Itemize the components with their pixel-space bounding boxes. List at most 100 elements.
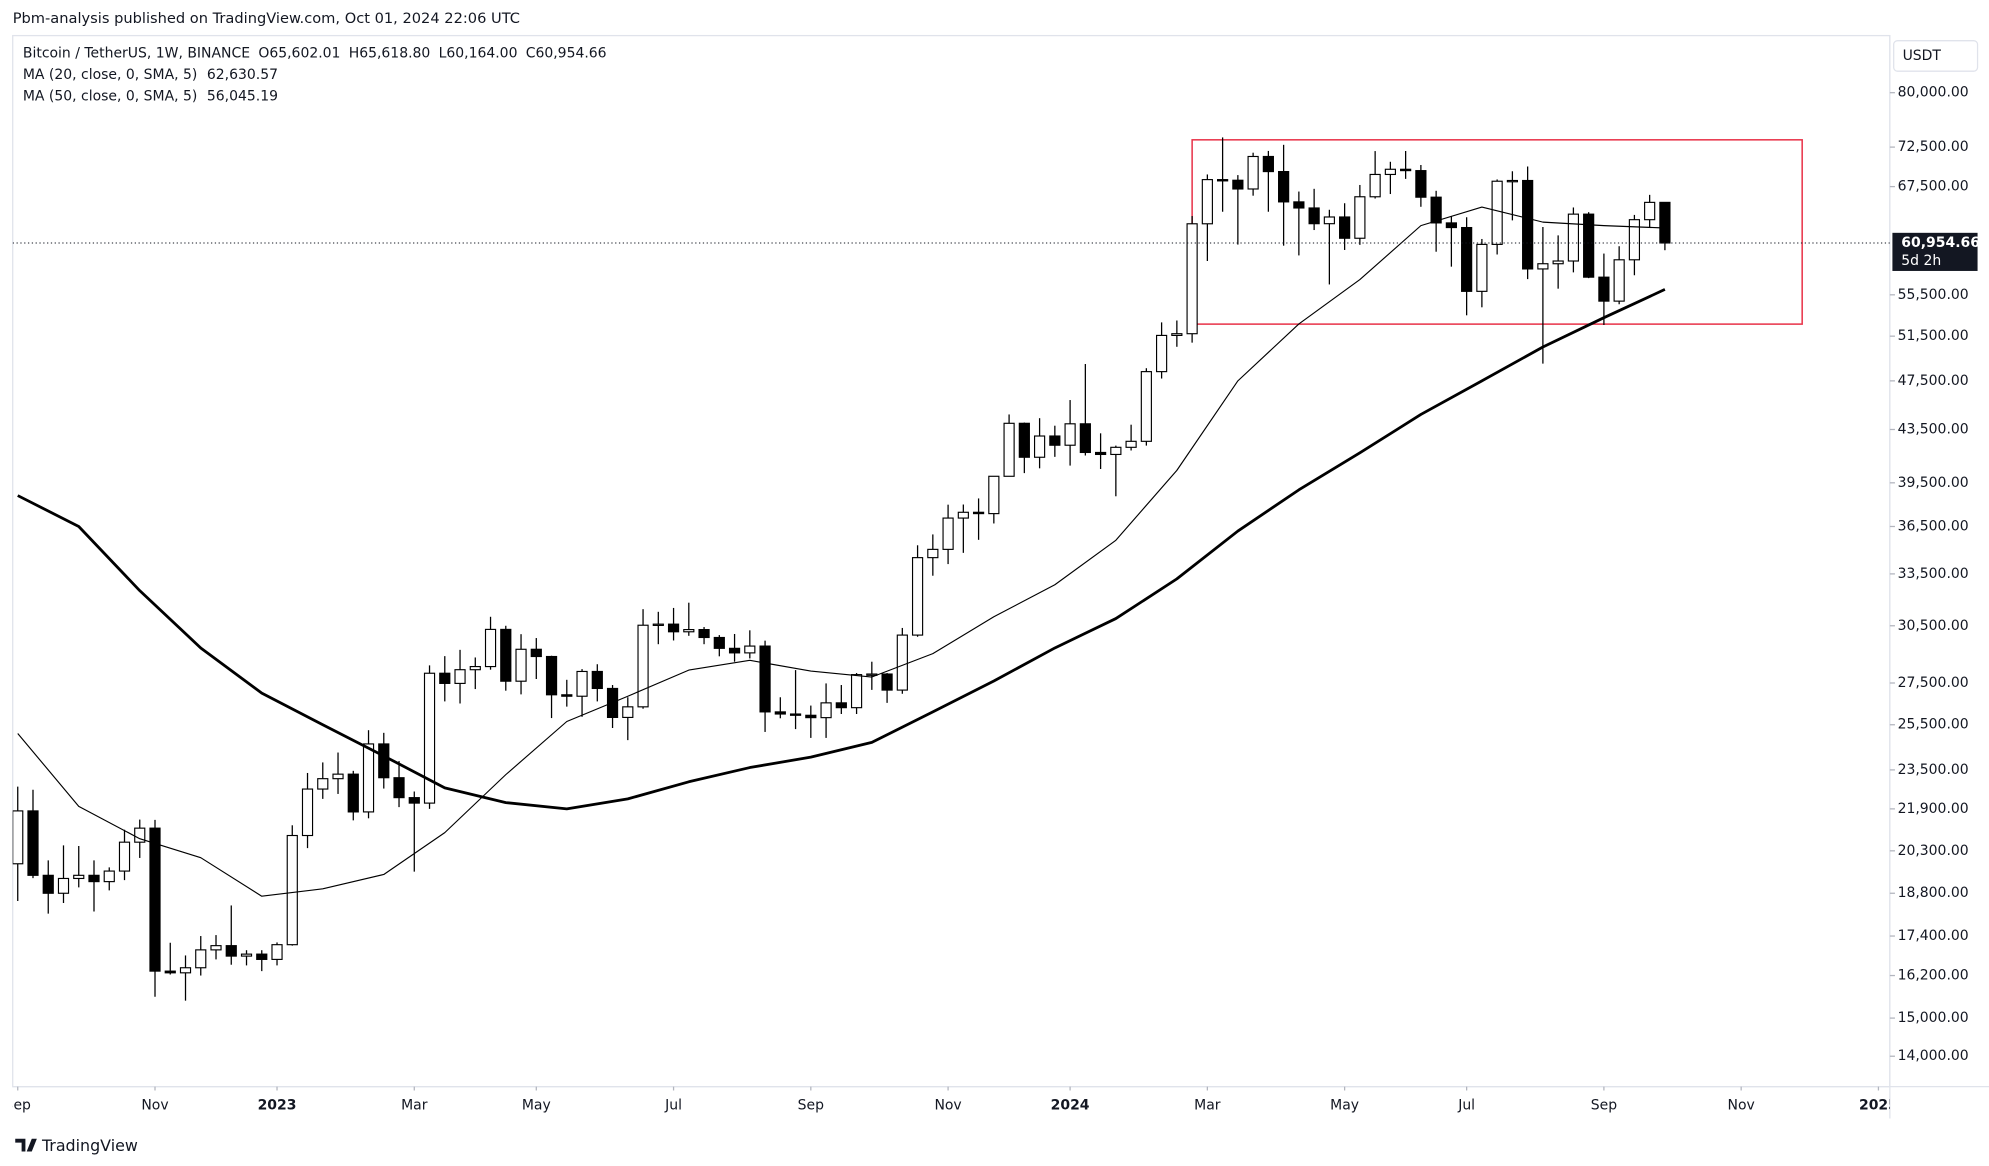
candle-body (1644, 201, 1656, 221)
ma-name: MA (20, close, 0, SMA, 5) (23, 67, 197, 83)
candle-body (515, 648, 527, 682)
ma-name: MA (50, close, 0, SMA, 5) (23, 89, 197, 105)
ohlc-open: O65,602.01 (258, 45, 340, 61)
x-tick-label: Jul (1457, 1098, 1475, 1114)
candle-body (1018, 422, 1030, 458)
legend-ma50: MA (50, close, 0, SMA, 5) 56,045.19 (23, 89, 278, 105)
candle-body (1125, 440, 1137, 448)
candle-body (1094, 451, 1107, 456)
candle-body (637, 624, 649, 708)
time-axis: Sep Nov 2023 Mar May Jul Sep Nov 2024 Mar May Jul Se… (5, 1098, 1898, 1114)
ohlc-close: C60,954.66 (526, 45, 607, 61)
candle-body (1110, 446, 1122, 456)
x-tick-label: Nov (141, 1098, 168, 1114)
candle-body (591, 670, 603, 690)
candle-body (1247, 155, 1259, 190)
x-tick-label: Jul (664, 1098, 682, 1114)
y-tick-label: 51,500.00 (1898, 328, 1969, 344)
candle-body (820, 702, 832, 719)
candle-body (972, 511, 985, 515)
last-price-label: 60,954.66 (1901, 235, 1980, 251)
candle-body (1308, 207, 1320, 225)
x-tick-label: May (522, 1098, 551, 1114)
plot (12, 137, 1890, 1001)
candle-body (12, 810, 24, 865)
candle-body (42, 874, 54, 894)
y-tick-label: 67,500.00 (1898, 179, 1969, 195)
y-tick-label: 20,300.00 (1898, 843, 1969, 859)
candle-body (134, 827, 146, 843)
candle-body (927, 548, 939, 559)
countdown-label: 5d 2h (1901, 253, 1941, 269)
candle-body (1659, 201, 1671, 244)
candle-body (1201, 179, 1213, 225)
candle-body (988, 475, 1000, 515)
x-tick-label: Mar (1194, 1098, 1221, 1114)
candle-body (393, 777, 405, 799)
x-tick-label: 2024 (1051, 1098, 1090, 1114)
currency-button[interactable] (1893, 40, 1979, 72)
candle-body (1232, 179, 1244, 190)
x-tick-label: 2025 (1859, 1098, 1898, 1114)
candle-body (835, 702, 847, 709)
y-tick-label: 23,500.00 (1898, 762, 1969, 778)
candle-body (1415, 170, 1427, 198)
candle-body (759, 645, 771, 713)
candle-body (271, 944, 283, 960)
candle-body (1552, 260, 1564, 265)
candle-body (1049, 435, 1061, 446)
candle-body (256, 953, 268, 960)
candle-body (408, 797, 420, 804)
candle-body (789, 713, 802, 716)
candle-body (1628, 219, 1641, 261)
candle-body (362, 743, 375, 813)
y-tick-label: 80,000.00 (1898, 85, 1969, 101)
candle-body (210, 945, 222, 951)
candle-body (149, 827, 161, 972)
candle-body (1278, 171, 1290, 203)
candle-body (1613, 259, 1625, 302)
y-tick-label: 17,400.00 (1898, 928, 1969, 944)
candle-body (73, 874, 85, 880)
y-tick-label: 21,900.00 (1898, 801, 1969, 817)
x-tick-label: 2023 (258, 1098, 297, 1114)
ma-line (17, 288, 1666, 811)
candle-body (1491, 180, 1503, 245)
currency-label[interactable]: USDT (1903, 48, 1942, 64)
x-tick-label: Nov (1728, 1098, 1755, 1114)
candle-body (652, 623, 664, 626)
candle-body (439, 672, 451, 684)
candle-body (500, 628, 512, 682)
candle-body (667, 623, 680, 633)
candle-body (1445, 222, 1457, 229)
candle-body (1598, 276, 1610, 302)
candle-body (484, 628, 497, 668)
candle-body (240, 953, 253, 957)
ma-value: 56,045.19 (207, 89, 278, 105)
y-tick-label: 14,000.00 (1898, 1048, 1969, 1064)
candle-body (27, 810, 39, 876)
y-tick-label: 33,500.00 (1898, 566, 1969, 582)
candle-body (179, 967, 192, 974)
y-tick-label: 39,500.00 (1898, 475, 1969, 491)
x-tick-label: Sep (5, 1098, 31, 1114)
candle-body (1537, 263, 1549, 270)
candle-body (1293, 201, 1305, 209)
candle-body (957, 511, 969, 519)
y-tick-label: 43,500.00 (1898, 421, 1969, 437)
candle-body (744, 645, 756, 654)
candle-body (911, 557, 924, 636)
candle-body (1171, 333, 1183, 336)
last-price-box (1892, 232, 1978, 271)
candle-body (1476, 243, 1488, 292)
candle-body (286, 834, 298, 946)
candle-body (942, 517, 954, 550)
candle-body (1033, 435, 1046, 458)
candle-body (622, 706, 634, 718)
candle-body (1217, 179, 1229, 182)
candle-body (57, 877, 70, 894)
candle-body (88, 874, 100, 883)
candle-body (1400, 168, 1412, 172)
